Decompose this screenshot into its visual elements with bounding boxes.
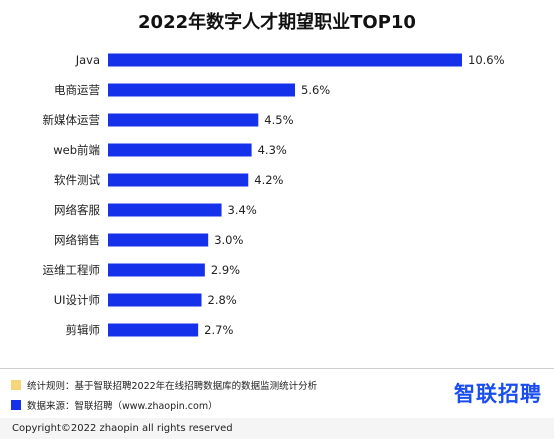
category-label: 网络销售 — [54, 233, 100, 247]
note-data-source-text: 数据来源：智联招聘（www.zhaopin.com） — [27, 401, 218, 412]
bar — [108, 263, 205, 277]
category-label: 剪辑师 — [66, 323, 101, 337]
value-label: 3.0% — [214, 233, 243, 247]
bar — [108, 83, 296, 97]
category-label: 网络客服 — [54, 203, 100, 217]
value-label: 2.9% — [211, 263, 240, 277]
note-statistics-rule: 统计规则：基于智联招聘2022年在线招聘数据库的数据监测统计分析 — [11, 378, 317, 392]
category-label: Java — [75, 53, 100, 67]
chart-title: 2022年数字人才期望职业TOP10 — [138, 12, 416, 33]
category-label: 新媒体运营 — [43, 113, 101, 127]
blue-swatch-icon — [11, 400, 21, 410]
value-label: 4.5% — [264, 113, 293, 127]
copyright-text: Copyright©2022 zhaopin all rights reserv… — [0, 418, 554, 439]
value-label: 4.2% — [254, 173, 283, 187]
value-label: 5.6% — [301, 83, 330, 97]
bar — [108, 173, 249, 187]
category-label: 软件测试 — [54, 173, 100, 187]
note-data-source: 数据来源：智联招聘（www.zhaopin.com） — [11, 398, 218, 412]
value-label: 3.4% — [228, 203, 257, 217]
bar — [108, 53, 462, 67]
category-label: UI设计师 — [54, 293, 100, 307]
note-statistics-rule-text: 统计规则：基于智联招聘2022年在线招聘数据库的数据监测统计分析 — [27, 381, 318, 392]
value-label: 2.7% — [204, 323, 233, 337]
bar — [108, 293, 202, 307]
value-label: 4.3% — [258, 143, 287, 157]
category-label: 电商运营 — [54, 83, 100, 97]
bar — [108, 203, 222, 217]
yellow-swatch-icon — [11, 380, 21, 390]
category-label: 运维工程师 — [43, 263, 101, 277]
bar — [108, 323, 199, 337]
value-label: 10.6% — [468, 53, 505, 67]
zhaopin-logo: 智联招聘 — [454, 382, 542, 406]
category-label: web前端 — [53, 143, 100, 157]
bar — [108, 113, 259, 127]
footer-divider — [0, 368, 554, 369]
bar — [108, 233, 209, 247]
value-label: 2.8% — [208, 293, 237, 307]
bar-chart: Java 10.6% 电商运营 5.6% 新媒体运营 4.5% web前端 4.3% 软件测试 4… — [43, 53, 505, 337]
bar — [108, 143, 252, 157]
